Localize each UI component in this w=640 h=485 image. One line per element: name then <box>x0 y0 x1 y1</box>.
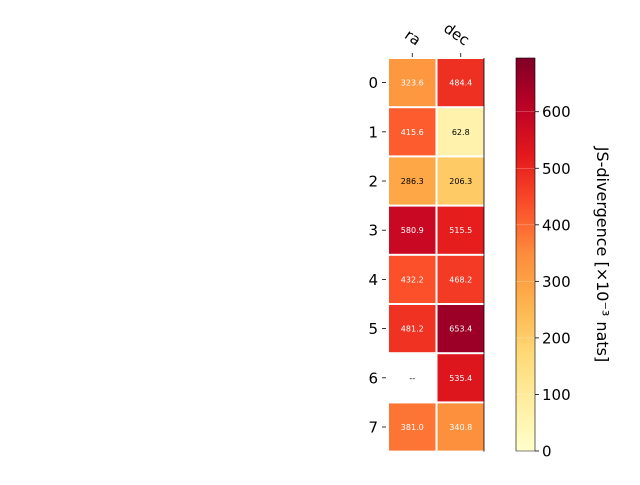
column-tick-label: dec <box>440 19 472 49</box>
heatmap-cell-2-ra <box>389 157 436 205</box>
colorbar-tick-label: 600 <box>542 103 571 121</box>
cell-value-label: 415.6 <box>401 128 424 137</box>
heatmap-cell-7-ra <box>389 403 436 451</box>
column-tick-label: ra <box>401 26 424 50</box>
row-tick-label: 6 <box>368 369 378 387</box>
heatmap-cell-6-dec <box>437 354 484 402</box>
cell-value-label: 286.3 <box>401 177 424 186</box>
colorbar-tick-label: 400 <box>542 216 571 234</box>
heatmap-cell-5-dec <box>437 305 484 353</box>
cell-value-label: -- <box>409 374 415 383</box>
cell-value-label: 432.2 <box>401 275 424 284</box>
heatmap-cell-1-dec <box>437 108 484 156</box>
colorbar-tick-label: 0 <box>542 443 552 461</box>
cell-value-label: 580.9 <box>401 226 424 235</box>
colorbar-gradient <box>515 57 536 452</box>
row-tick-label: 3 <box>368 222 378 240</box>
colorbar-tick-label: 200 <box>542 329 571 347</box>
row-tick-label: 2 <box>368 173 378 191</box>
heatmap-cell-3-dec <box>437 206 484 254</box>
heatmap-cell-7-dec <box>437 403 484 451</box>
row-tick-label: 1 <box>368 123 378 141</box>
row-tick-label: 5 <box>368 320 378 338</box>
heatmap-cell-3-ra <box>389 206 436 254</box>
heatmap-cell-5-ra <box>389 305 436 353</box>
cell-value-label: 653.4 <box>449 325 472 334</box>
heatmap-cell-4-ra <box>389 255 436 303</box>
cell-value-label: 481.2 <box>401 325 424 334</box>
cell-value-label: 515.5 <box>449 226 472 235</box>
colorbar: 0 100 200 300 400 500 600 JS-divergence [×10⁻³ … <box>515 57 612 461</box>
heatmap-cell-1-ra <box>389 108 436 156</box>
cell-value-label: 381.0 <box>401 423 424 432</box>
cell-value-label: 535.4 <box>449 374 472 383</box>
cell-value-label: 323.6 <box>401 79 424 88</box>
cell-value-label: 468.2 <box>449 275 472 284</box>
cell-value-label: 62.8 <box>452 128 470 137</box>
colorbar-label: JS-divergence [×10⁻³ nats] <box>593 146 612 362</box>
cell-value-label: 484.4 <box>449 79 472 88</box>
colorbar-tick-label: 500 <box>542 160 571 178</box>
heatmap-cell-0-ra <box>389 59 436 107</box>
cell-value-label: 340.8 <box>449 423 472 432</box>
heatmap-cell-0-dec <box>437 59 484 107</box>
row-tick-label: 7 <box>368 419 378 437</box>
colorbar-tick-label: 300 <box>542 273 571 291</box>
row-tick-label: 0 <box>368 74 378 92</box>
heatmap-cell-4-dec <box>437 255 484 303</box>
colorbar-tick-label: 100 <box>542 386 571 404</box>
heatmap-cell-2-dec <box>437 157 484 205</box>
heatmap-cells: 323.6 484.4 415.6 62.8 286.3 206.3 580.9 515.5 4… <box>389 59 484 451</box>
cell-value-label: 206.3 <box>449 177 472 186</box>
row-tick-label: 4 <box>368 271 378 289</box>
